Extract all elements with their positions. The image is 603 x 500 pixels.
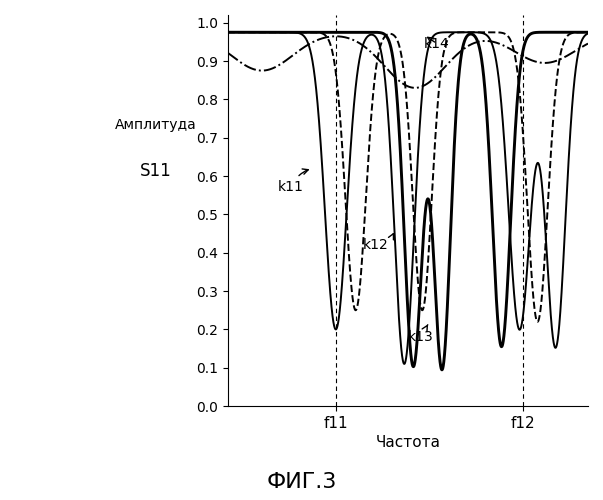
Text: k12: k12 — [363, 234, 394, 252]
Text: k11: k11 — [278, 169, 308, 194]
Text: S11: S11 — [140, 162, 171, 180]
Text: Амплитуда: Амплитуда — [115, 118, 197, 132]
Text: k14: k14 — [424, 36, 450, 51]
Text: k13: k13 — [408, 324, 434, 344]
X-axis label: Частота: Частота — [375, 435, 440, 450]
Text: ФИГ.3: ФИГ.3 — [267, 472, 336, 492]
